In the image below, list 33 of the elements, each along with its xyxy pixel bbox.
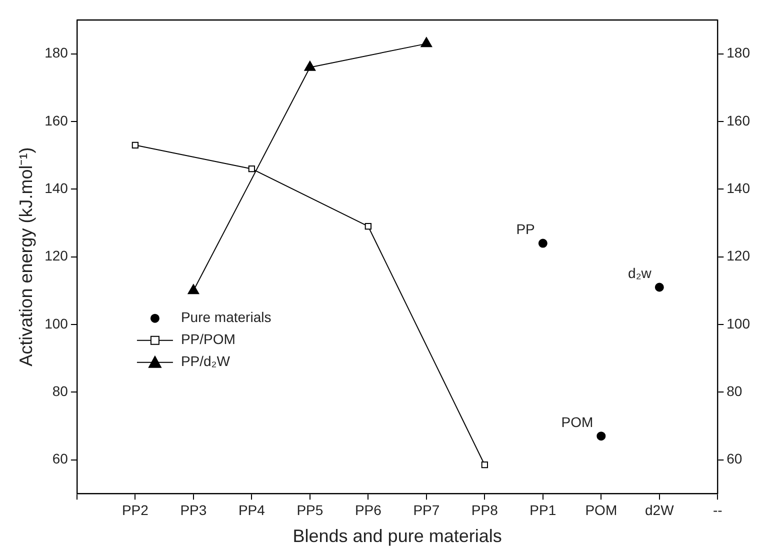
x-tick-label: PP2 xyxy=(122,502,149,518)
y-tick-label: 180 xyxy=(44,44,68,61)
x-tick-label: PP1 xyxy=(530,502,556,518)
y-tick-label: 140 xyxy=(44,180,68,196)
x-tick-label: POM xyxy=(585,502,618,518)
x-tick-label: PP8 xyxy=(471,502,498,518)
y-axis-title: Activation energy (kJ.mol⁻¹) xyxy=(16,147,36,366)
y-tick-label: 100 xyxy=(44,315,68,332)
x-tick-label: PP4 xyxy=(238,502,266,518)
x-tick-label: d2W xyxy=(645,502,675,518)
annotation: d₂w xyxy=(628,265,652,282)
x-tick-label: PP7 xyxy=(413,502,440,518)
y-tick-label: 120 xyxy=(44,248,68,264)
y2-tick-label: 100 xyxy=(726,315,750,332)
x-tick-label: -- xyxy=(712,502,723,518)
x-axis-title: Blends and pure materials xyxy=(292,526,502,546)
y2-tick-label: 80 xyxy=(726,382,742,399)
annotation: POM xyxy=(561,414,594,430)
y-tick-label: 80 xyxy=(52,382,68,399)
y2-tick-label: 60 xyxy=(726,450,742,467)
y2-tick-label: 140 xyxy=(726,180,750,196)
x-tick-label: PP3 xyxy=(180,502,207,518)
legend-label: PP/POM xyxy=(180,331,236,348)
legend-label: Pure materials xyxy=(180,309,272,326)
y2-tick-label: 160 xyxy=(726,112,750,128)
legend-label: PP/d₂W xyxy=(180,353,231,370)
y-tick-label: 60 xyxy=(52,450,68,467)
x-tick-label: PP6 xyxy=(354,502,382,518)
y-tick-label: 160 xyxy=(44,112,68,128)
annotation: PP xyxy=(516,221,535,238)
y2-tick-label: 180 xyxy=(726,44,750,61)
x-tick-label: PP5 xyxy=(296,502,324,518)
y2-tick-label: 120 xyxy=(726,248,750,264)
